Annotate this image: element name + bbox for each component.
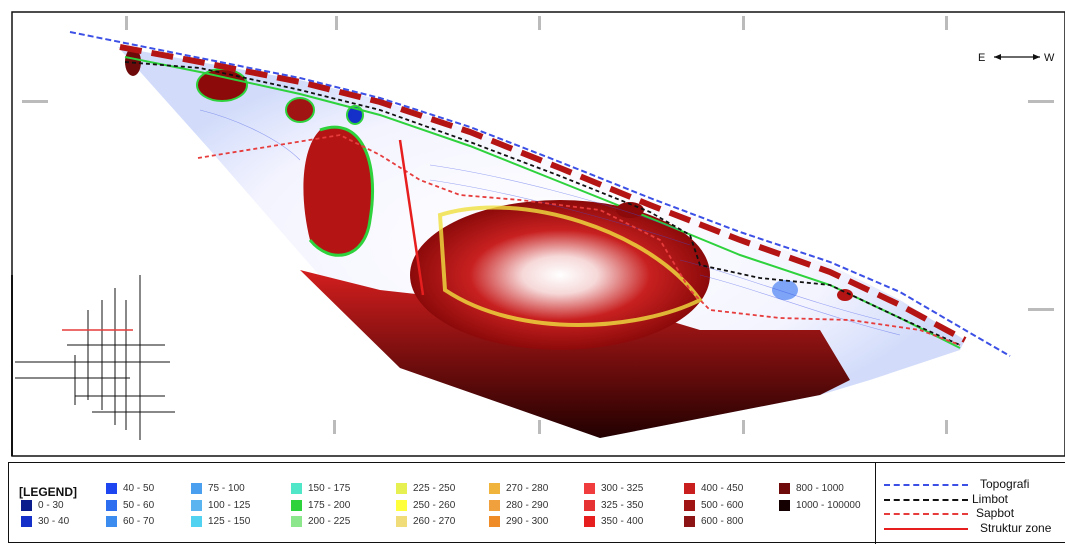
line-legend-sample: [884, 528, 968, 530]
topography-line: [69, 31, 1011, 357]
legend-swatch: [684, 483, 695, 494]
legend-swatch: [489, 483, 500, 494]
legend-class-label: 280 - 290: [506, 500, 549, 511]
legend-class-label: 260 - 270: [413, 516, 456, 527]
legend-class-label: 100 - 125: [208, 500, 251, 511]
line-legend-label: Limbot: [972, 492, 1009, 506]
orientation-arrow: E W: [978, 52, 1055, 64]
legend-class-label: 270 - 280: [506, 483, 549, 494]
legend-class-label: 0 - 30: [38, 500, 64, 511]
pocket-right-2: [837, 289, 853, 301]
legend-class-label: 350 - 400: [601, 516, 644, 527]
line-legend-sample: [884, 484, 968, 486]
legend-swatch: [684, 500, 695, 511]
structure-zone-line: [398, 139, 425, 296]
legend-class-label: 1000 - 100000: [796, 500, 861, 511]
legend-class-label: 50 - 60: [123, 500, 155, 511]
legend-swatch: [291, 483, 302, 494]
legend-class-label: 125 - 150: [208, 516, 251, 527]
legend-swatch: [584, 500, 595, 511]
legend-class-label: 400 - 450: [701, 483, 744, 494]
surface-strip: [119, 44, 967, 343]
legend-class-label: 75 - 100: [208, 483, 245, 494]
legend-class-label: 200 - 225: [308, 516, 351, 527]
line-legend-sample: [884, 513, 968, 515]
legend-swatch: [684, 516, 695, 527]
legend-panel: [LEGEND] 0 - 30 30 - 40 40 - 50 50 - 60 60 -…: [8, 462, 1065, 544]
legend-class-label: 40 - 50: [123, 483, 155, 494]
legend-swatch: [191, 516, 202, 527]
legend-swatch: [106, 483, 117, 494]
grid-ticks: [22, 16, 1054, 434]
legend-swatch: [106, 500, 117, 511]
legend-class-label: 800 - 1000: [796, 483, 844, 494]
legend-swatch: [191, 500, 202, 511]
line-legend: Topografi Limbot Sapbot Struktur zone: [875, 462, 1065, 544]
limbot-line: [124, 61, 961, 346]
legend-swatch: [779, 483, 790, 494]
legend-class-label: 250 - 260: [413, 500, 456, 511]
legend-swatch: [21, 516, 32, 527]
legend-class-label: 175 - 200: [308, 500, 351, 511]
legend-swatch: [396, 516, 407, 527]
resistivity-section: E W: [11, 11, 1065, 457]
legend-class-label: 150 - 175: [308, 483, 351, 494]
legend-swatch: [584, 483, 595, 494]
left-column-rim: [308, 125, 375, 257]
legend-swatch: [21, 500, 32, 511]
legend-swatch: [396, 483, 407, 494]
left-column: [303, 127, 373, 256]
legend-title: [LEGEND]: [19, 485, 77, 499]
line-legend-label: Sapbot: [976, 506, 1015, 520]
legend-swatch: [191, 483, 202, 494]
line-legend-sample: [884, 499, 968, 501]
main-anomaly: [410, 200, 710, 350]
legend-class-label: 300 - 325: [601, 483, 644, 494]
legend-class-label: 60 - 70: [123, 516, 155, 527]
pocket-right-1: [772, 280, 798, 300]
line-legend-label: Topografi: [980, 477, 1030, 491]
legend-swatch: [106, 516, 117, 527]
anomaly-rim: [437, 205, 703, 327]
legend-class-label: 600 - 800: [701, 516, 744, 527]
legend-swatch: [291, 516, 302, 527]
legend-swatch: [584, 516, 595, 527]
legend-class-label: 290 - 300: [506, 516, 549, 527]
legend-class-label: 225 - 250: [413, 483, 456, 494]
orientation-west-label: W: [1044, 52, 1055, 64]
legend-class-label: 500 - 600: [701, 500, 744, 511]
legend-class-label: 30 - 40: [38, 516, 70, 527]
legend-swatch: [489, 500, 500, 511]
contour-lines: [199, 109, 901, 336]
pocket-2: [285, 97, 315, 123]
location-sketch: [15, 275, 175, 440]
legend-swatch: [489, 516, 500, 527]
legend-class-label: 325 - 350: [601, 500, 644, 511]
legend-swatch: [779, 500, 790, 511]
line-legend-label: Struktur zone: [980, 521, 1052, 535]
orientation-east-label: E: [978, 52, 985, 64]
legend-swatch: [291, 500, 302, 511]
legend-swatch: [396, 500, 407, 511]
